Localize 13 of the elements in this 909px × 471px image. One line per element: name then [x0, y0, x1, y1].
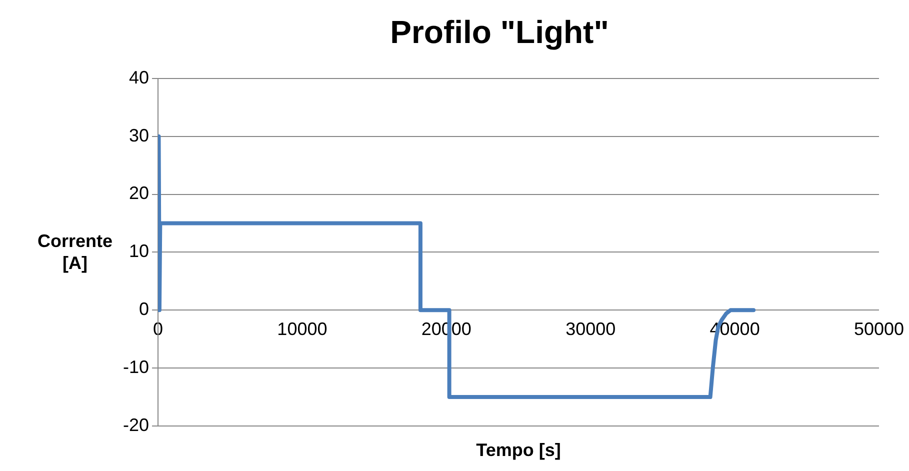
chart-title: Profilo "Light": [390, 14, 609, 50]
y-axis-title: Corrente [A]: [37, 231, 113, 274]
x-tick-label: 10000: [277, 318, 328, 339]
x-axis-title: Tempo [s]: [476, 440, 561, 460]
y-tick-label: 10: [128, 241, 150, 262]
x-tick-label: 30000: [566, 318, 616, 339]
y-tick-label: 20: [128, 183, 150, 204]
y-tick-label: 30: [128, 125, 150, 146]
y-tick-label: 40: [128, 67, 150, 88]
y-tick-label: -10: [123, 357, 150, 378]
y-tick-label: -20: [123, 414, 150, 435]
x-tick-label: 50000: [854, 318, 904, 339]
y-tick-label: 0: [139, 299, 150, 320]
